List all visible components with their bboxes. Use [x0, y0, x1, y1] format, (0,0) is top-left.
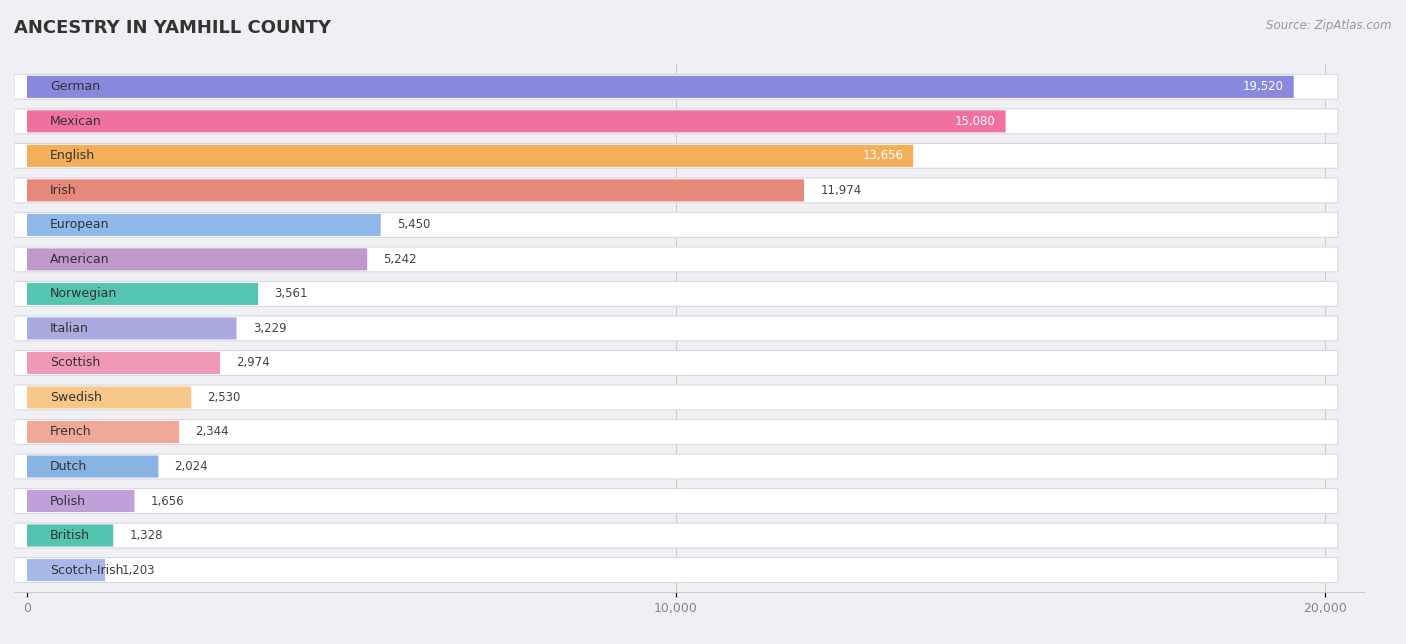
Text: 5,242: 5,242 [384, 253, 418, 266]
Text: 2,974: 2,974 [236, 357, 270, 370]
FancyBboxPatch shape [27, 559, 105, 581]
FancyBboxPatch shape [14, 144, 1339, 168]
Text: 1,328: 1,328 [129, 529, 163, 542]
Text: European: European [49, 218, 110, 231]
Text: 19,520: 19,520 [1243, 80, 1284, 93]
Text: 15,080: 15,080 [955, 115, 995, 128]
FancyBboxPatch shape [14, 419, 1339, 444]
FancyBboxPatch shape [14, 454, 1339, 479]
Text: 1,656: 1,656 [150, 495, 184, 507]
FancyBboxPatch shape [27, 386, 191, 408]
FancyBboxPatch shape [14, 178, 1339, 203]
FancyBboxPatch shape [14, 75, 1339, 99]
Text: Dutch: Dutch [49, 460, 87, 473]
FancyBboxPatch shape [14, 316, 1339, 341]
Text: 3,561: 3,561 [274, 287, 308, 300]
FancyBboxPatch shape [14, 523, 1339, 548]
FancyBboxPatch shape [14, 385, 1339, 410]
FancyBboxPatch shape [27, 76, 1294, 98]
Text: 3,229: 3,229 [253, 322, 287, 335]
FancyBboxPatch shape [27, 352, 219, 374]
FancyBboxPatch shape [27, 145, 914, 167]
Text: British: British [49, 529, 90, 542]
FancyBboxPatch shape [27, 317, 236, 339]
FancyBboxPatch shape [27, 249, 367, 270]
Text: Scotch-Irish: Scotch-Irish [49, 564, 124, 576]
Text: Irish: Irish [49, 184, 76, 197]
Text: Source: ZipAtlas.com: Source: ZipAtlas.com [1267, 19, 1392, 32]
FancyBboxPatch shape [27, 524, 114, 547]
Text: Italian: Italian [49, 322, 89, 335]
Text: American: American [49, 253, 110, 266]
Text: English: English [49, 149, 94, 162]
Text: Norwegian: Norwegian [49, 287, 117, 300]
Text: Swedish: Swedish [49, 391, 101, 404]
FancyBboxPatch shape [27, 455, 159, 478]
Text: 2,024: 2,024 [174, 460, 208, 473]
FancyBboxPatch shape [14, 109, 1339, 134]
FancyBboxPatch shape [14, 489, 1339, 513]
Text: Polish: Polish [49, 495, 86, 507]
FancyBboxPatch shape [14, 558, 1339, 582]
FancyBboxPatch shape [27, 214, 381, 236]
FancyBboxPatch shape [27, 110, 1005, 133]
FancyBboxPatch shape [27, 179, 804, 202]
Text: 5,450: 5,450 [396, 218, 430, 231]
FancyBboxPatch shape [27, 283, 259, 305]
Text: 1,203: 1,203 [121, 564, 155, 576]
Text: 11,974: 11,974 [820, 184, 862, 197]
FancyBboxPatch shape [14, 350, 1339, 375]
Text: French: French [49, 426, 91, 439]
Text: ANCESTRY IN YAMHILL COUNTY: ANCESTRY IN YAMHILL COUNTY [14, 19, 330, 37]
FancyBboxPatch shape [14, 213, 1339, 238]
FancyBboxPatch shape [27, 421, 179, 443]
Text: German: German [49, 80, 100, 93]
Text: 2,344: 2,344 [195, 426, 229, 439]
FancyBboxPatch shape [27, 490, 135, 512]
Text: Mexican: Mexican [49, 115, 101, 128]
Text: Scottish: Scottish [49, 357, 100, 370]
FancyBboxPatch shape [14, 281, 1339, 307]
FancyBboxPatch shape [14, 247, 1339, 272]
Text: 13,656: 13,656 [862, 149, 904, 162]
Text: 2,530: 2,530 [208, 391, 240, 404]
